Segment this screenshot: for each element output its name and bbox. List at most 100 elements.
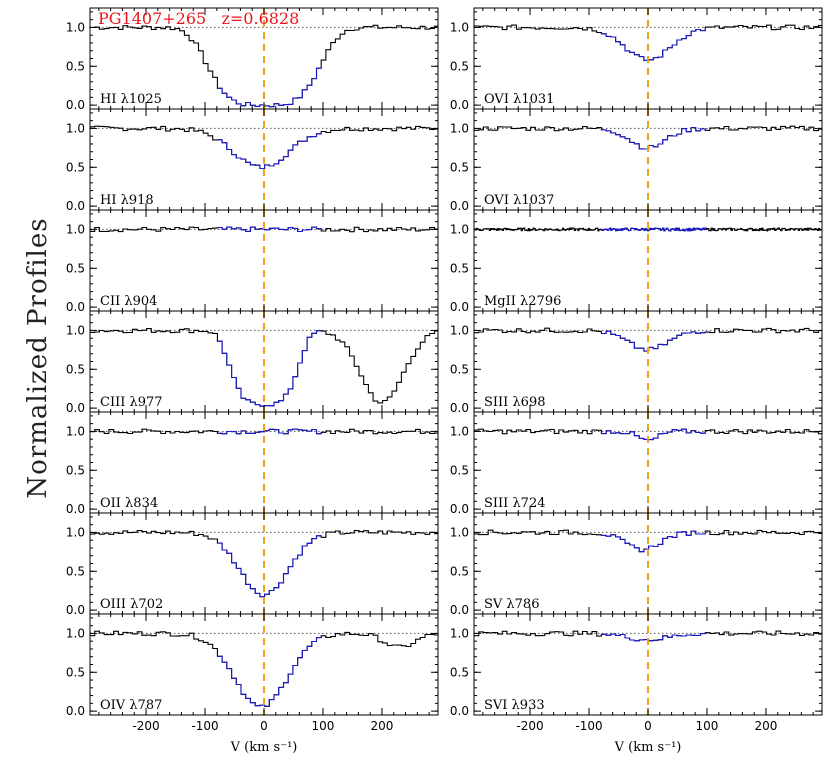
y-tick-label: 0.0 <box>450 300 469 314</box>
y-tick-label: 1.0 <box>450 121 469 135</box>
integration-window-line <box>601 428 706 441</box>
line-label: SV λ786 <box>484 597 539 612</box>
y-tick-label: 0.0 <box>450 502 469 516</box>
line-label: OIV λ787 <box>100 698 162 713</box>
panel-right-1: 0.0 0.5 1.0 OVI λ1037 <box>450 108 823 213</box>
y-tick-label: 1.0 <box>66 222 85 236</box>
integration-window-line <box>601 28 706 61</box>
panel-right-3: 0.0 0.5 1.0 SIII λ698 <box>450 310 823 415</box>
line-label: SIII λ698 <box>484 395 546 410</box>
y-tick-label: 1.0 <box>450 424 469 438</box>
y-tick-label: 0.5 <box>450 463 469 477</box>
integration-window-line <box>601 633 706 642</box>
y-tick-label: 0.0 <box>66 300 85 314</box>
integration-window-line <box>601 127 706 150</box>
panel-left-3: 0.0 0.5 1.0 CIII λ977 <box>66 310 439 415</box>
y-tick-label: 1.0 <box>66 525 85 539</box>
y-tick-label: 0.0 <box>450 603 469 617</box>
integration-window-line <box>217 226 322 233</box>
x-tick-label: 0 <box>260 719 268 733</box>
integration-window-line <box>601 330 706 352</box>
x-tick-label: 200 <box>755 719 778 733</box>
integration-window-line <box>217 330 322 407</box>
line-label: SIII λ724 <box>484 496 546 511</box>
x-tick-label: 100 <box>312 719 335 733</box>
y-tick-label: 0.5 <box>450 59 469 73</box>
y-tick-label: 0.0 <box>66 98 85 112</box>
y-tick-label: 0.5 <box>450 261 469 275</box>
panel-grid: 0.0 0.5 1.0 HI λ1025 0.0 0.5 1.0 HI λ918 0.0 0.5 1… <box>66 7 823 733</box>
y-tick-label: 0.0 <box>450 704 469 718</box>
y-tick-label: 1.0 <box>66 626 85 640</box>
y-tick-label: 0.5 <box>66 362 85 376</box>
y-tick-label: 1.0 <box>450 323 469 337</box>
y-tick-label: 0.5 <box>66 665 85 679</box>
x-tick-label: 0 <box>644 719 652 733</box>
integration-window-line <box>601 227 707 232</box>
x-tick-label: 100 <box>696 719 719 733</box>
panel-left-1: 0.0 0.5 1.0 HI λ918 <box>66 108 439 213</box>
y-tick-label: 0.5 <box>450 362 469 376</box>
y-axis-title: Normalized Profiles <box>23 217 53 498</box>
y-tick-label: 1.0 <box>450 626 469 640</box>
line-label: OVI λ1031 <box>484 92 554 107</box>
line-label: OIII λ702 <box>100 597 163 612</box>
x-tick-label: -100 <box>575 719 602 733</box>
line-label: HI λ918 <box>100 193 154 208</box>
y-tick-label: 0.5 <box>450 564 469 578</box>
integration-window-line <box>217 428 322 435</box>
y-tick-label: 1.0 <box>66 323 85 337</box>
panel-left-0: 0.0 0.5 1.0 HI λ1025 <box>66 7 439 112</box>
line-label: CII λ904 <box>100 294 157 309</box>
line-label: SVI λ933 <box>484 698 545 713</box>
y-tick-label: 0.0 <box>66 603 85 617</box>
y-tick-label: 1.0 <box>450 20 469 34</box>
line-label: HI λ1025 <box>100 92 162 107</box>
panel-right-0: 0.0 0.5 1.0 OVI λ1031 <box>450 7 823 112</box>
integration-window-line <box>217 535 322 598</box>
x-tick-label: -200 <box>516 719 543 733</box>
x-axis-label-right: V (km s⁻¹) <box>614 740 682 755</box>
integration-window-line <box>217 67 322 108</box>
y-tick-label: 0.5 <box>66 564 85 578</box>
panel-left-5: 0.0 0.5 1.0 OIII λ702 <box>66 512 439 617</box>
x-tick-label: 200 <box>371 719 394 733</box>
y-tick-label: 0.0 <box>450 401 469 415</box>
y-tick-label: 0.5 <box>66 160 85 174</box>
chart-title: PG1407+265 z=0.6828 <box>98 9 299 28</box>
line-label: MgII λ2796 <box>484 294 561 309</box>
panel-left-6: 0.0 0.5 1.0 -200 -100 0 100 200 OIV λ787 <box>66 613 439 733</box>
y-tick-label: 1.0 <box>66 20 85 34</box>
panel-left-4: 0.0 0.5 1.0 OII λ834 <box>66 411 439 516</box>
y-tick-label: 0.5 <box>66 59 85 73</box>
y-tick-label: 0.0 <box>66 502 85 516</box>
panel-right-2: 0.0 0.5 1.0 MgII λ2796 <box>450 209 823 314</box>
y-tick-label: 0.5 <box>450 160 469 174</box>
line-label: CIII λ977 <box>100 395 163 410</box>
y-tick-label: 1.0 <box>66 121 85 135</box>
integration-window-line <box>217 637 322 707</box>
x-axis-label-left: V (km s⁻¹) <box>230 740 298 755</box>
y-tick-label: 0.0 <box>66 704 85 718</box>
y-tick-label: 1.0 <box>450 525 469 539</box>
x-tick-label: -200 <box>132 719 159 733</box>
y-tick-label: 0.5 <box>66 261 85 275</box>
panel-left-2: 0.0 0.5 1.0 CII λ904 <box>66 209 439 314</box>
panel-right-6: 0.0 0.5 1.0 -200 -100 0 100 200 SVI λ933 <box>450 613 823 733</box>
y-tick-label: 0.5 <box>66 463 85 477</box>
y-tick-label: 0.0 <box>450 98 469 112</box>
y-tick-label: 1.0 <box>66 424 85 438</box>
panel-right-5: 0.0 0.5 1.0 SV λ786 <box>450 512 823 617</box>
y-tick-label: 1.0 <box>450 222 469 236</box>
integration-window-line <box>217 133 322 170</box>
spectrum-line <box>474 24 822 61</box>
line-label: OVI λ1037 <box>484 193 554 208</box>
x-tick-label: -100 <box>191 719 218 733</box>
y-tick-label: 0.5 <box>450 665 469 679</box>
line-label: OII λ834 <box>100 496 158 511</box>
y-tick-label: 0.0 <box>66 401 85 415</box>
y-tick-label: 0.0 <box>450 199 469 213</box>
integration-window-line <box>601 530 706 553</box>
panel-right-4: 0.0 0.5 1.0 SIII λ724 <box>450 411 823 516</box>
